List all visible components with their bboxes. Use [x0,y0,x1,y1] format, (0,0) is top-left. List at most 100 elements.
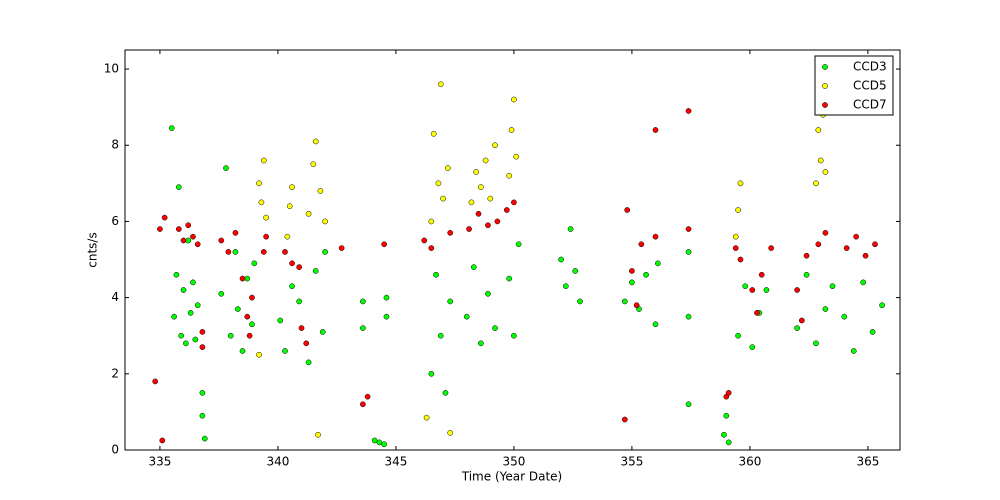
point [383,313,390,320]
point [511,199,517,206]
x-tick-label: 350 [502,455,525,469]
point [437,332,444,339]
point [218,290,225,297]
point [862,252,869,259]
point [515,241,522,248]
point [338,245,345,251]
point [305,359,312,366]
point [725,390,732,396]
point [869,329,876,335]
point [194,241,201,248]
point [735,207,741,213]
point [256,351,262,358]
point [171,313,177,320]
point [478,340,484,347]
point [232,249,239,255]
point [199,390,206,396]
point [277,317,284,324]
point [199,412,206,419]
point [322,218,328,225]
point [187,310,194,316]
point [829,283,836,290]
point [284,233,291,240]
point [652,321,659,328]
point [440,195,446,202]
point [194,302,201,309]
point [296,298,303,305]
point [721,431,727,438]
legend-marker [822,102,828,108]
x-tick-label: 355 [620,455,643,469]
point [768,245,774,251]
point [263,233,269,240]
point [185,237,192,244]
point [621,298,628,305]
point [463,313,470,320]
point [437,81,444,88]
point [360,325,366,331]
point [655,260,661,267]
point [629,279,635,286]
point [815,241,822,248]
point [175,226,182,232]
point [817,157,824,164]
point [478,184,484,190]
point [572,268,579,274]
point [201,435,208,442]
point [152,378,159,385]
point [685,249,692,255]
point [246,332,253,339]
point [758,271,765,278]
point [360,401,366,408]
point [157,226,163,232]
point [815,127,822,133]
y-axis-label: cnts/s [86,232,100,267]
point [421,237,428,244]
point [282,348,288,354]
point [506,172,513,179]
point [798,317,805,324]
x-tick-label: 335 [148,455,171,469]
point [732,245,739,251]
point [428,245,435,251]
point [173,271,180,278]
point [754,310,760,316]
point [513,153,520,160]
point [841,313,848,320]
point [732,233,739,240]
point [225,249,232,255]
point [685,226,692,232]
point [482,157,489,164]
x-tick-label: 360 [738,455,761,469]
point [232,230,239,236]
point [428,370,435,377]
point [376,439,383,446]
series [168,125,885,448]
point [296,264,303,270]
point [317,188,324,194]
point [319,329,326,335]
point [286,203,293,210]
point [492,142,498,149]
point [737,180,744,187]
point [244,313,251,320]
point [737,256,744,263]
point [430,130,437,137]
point [371,437,378,444]
point [360,298,366,305]
point [850,348,857,354]
y-tick-label: 8 [111,138,119,152]
point [185,222,192,229]
point [685,108,692,114]
point [468,199,475,206]
x-tick-label: 345 [384,455,407,469]
point [652,233,659,240]
point [180,287,187,293]
point [822,169,829,175]
point [444,165,451,171]
point [190,233,196,240]
point [473,169,480,175]
point [735,332,741,339]
point [511,96,517,103]
point [381,441,387,448]
